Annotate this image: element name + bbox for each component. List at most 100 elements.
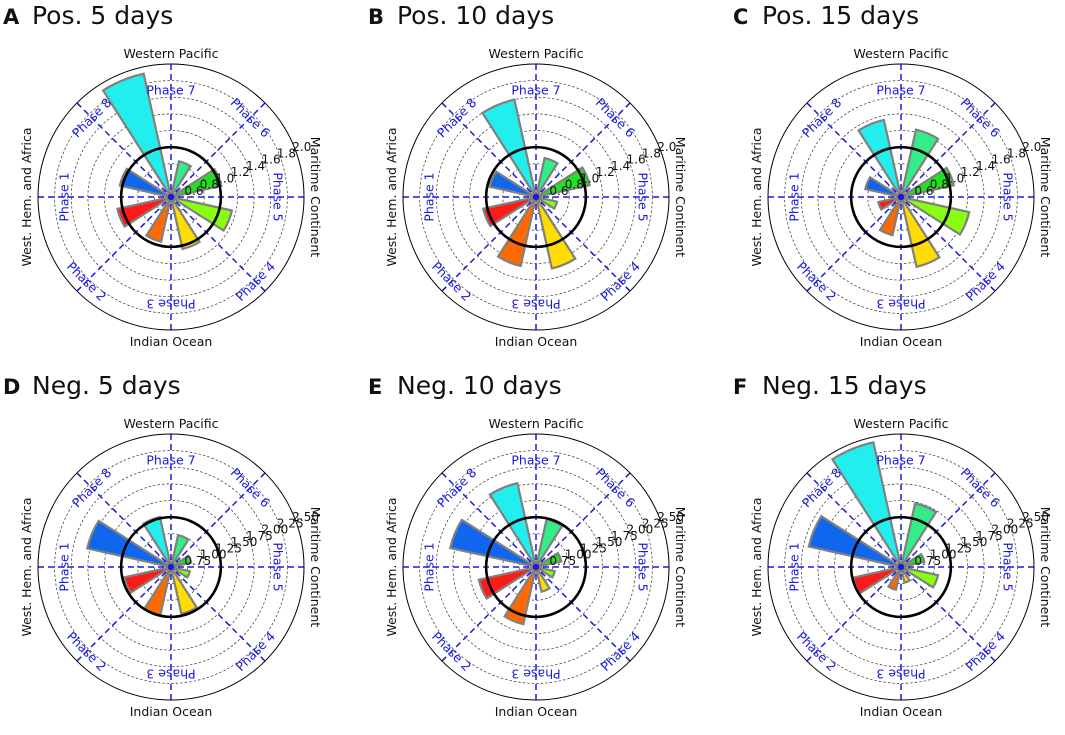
- outer-boundary: [402, 63, 670, 331]
- radial-tick-label: 0.6: [184, 184, 203, 198]
- bar-phase-2: [496, 196, 538, 268]
- reference-circle: [484, 145, 588, 249]
- bar-phase-7: [480, 98, 538, 198]
- direction-label-top: Western Pacific: [489, 416, 584, 431]
- radial-tick-label: 1.75: [611, 529, 638, 543]
- radial-tick-label: 0.8: [930, 178, 949, 192]
- direction-label-right: Maritime Continent: [308, 507, 323, 627]
- radial-tick-label: 1.6: [262, 153, 281, 167]
- radial-tick-label: 0.6: [549, 184, 568, 198]
- panel-letter: A: [3, 5, 20, 29]
- grid-circle: [154, 550, 188, 584]
- grid-circle: [519, 180, 553, 214]
- bar-phase-7: [101, 72, 173, 198]
- direction-label-bottom: Indian Ocean: [130, 704, 213, 719]
- radial-tick-label: 1.8: [642, 146, 661, 160]
- phase-label-1: Phase 1: [57, 542, 72, 591]
- polar-panel-d: D Neg. 5 days 0.751.001.251.501.752.002.25…: [3, 371, 323, 719]
- radial-tick-label: 2.0: [292, 140, 311, 154]
- grid-circle: [834, 130, 968, 264]
- phase-label-7: Phase 7: [876, 453, 925, 468]
- grid-circle: [817, 483, 985, 651]
- direction-label-bottom: Indian Ocean: [130, 334, 213, 349]
- phase-label-5: Phase 5: [270, 172, 285, 221]
- outer-boundary: [767, 433, 1035, 701]
- polar-panel-a: A Pos. 5 days 0.60.81.01.21.41.61.82.0 West…: [3, 1, 323, 349]
- bar-phase-1: [116, 195, 172, 228]
- radial-tick-label: 1.4: [246, 159, 265, 173]
- panel-letter: D: [3, 375, 20, 399]
- bar-phase-2: [886, 566, 903, 592]
- radial-tick-label: 2.00: [992, 523, 1019, 537]
- radial-tick-label: 1.50: [596, 535, 623, 549]
- bar-phase-6: [169, 533, 191, 568]
- grid-circle: [519, 550, 553, 584]
- grid-circle: [104, 130, 238, 264]
- radial-tick-label: 0.6: [914, 184, 933, 198]
- panel-title: Neg. 10 days: [397, 371, 562, 400]
- grid-circle: [469, 500, 603, 634]
- radial-tick-label: 1.2: [961, 165, 980, 179]
- grid-circle: [419, 450, 653, 684]
- phase-label-2: Phase 2: [794, 629, 839, 674]
- bar-phase-4: [535, 195, 559, 211]
- radial-tick-label: 2.00: [262, 523, 289, 537]
- bar-phase-2: [144, 196, 173, 243]
- radial-tick-label: 2.50: [657, 510, 684, 524]
- bar-phase-7: [141, 515, 173, 568]
- phase-label-2: Phase 2: [794, 259, 839, 304]
- radial-tick-label: 2.0: [1022, 140, 1041, 154]
- direction-label-top: Western Pacific: [854, 416, 949, 431]
- bar-phase-4: [900, 565, 940, 589]
- radial-tick-label: 1.6: [992, 153, 1011, 167]
- bar-phase-7: [830, 441, 903, 568]
- reference-circle: [849, 515, 953, 619]
- panel-title: Pos. 5 days: [32, 1, 173, 30]
- panel-letter: F: [733, 375, 747, 399]
- direction-label-left: West. Hem. and Africa: [749, 497, 764, 636]
- outer-boundary: [37, 433, 305, 701]
- radial-tick-label: 1.25: [580, 541, 607, 555]
- phase-label-1: Phase 1: [422, 172, 437, 221]
- phase-label-4: Phase 4: [963, 629, 1008, 674]
- center-marker: [532, 563, 540, 571]
- radial-tick-label: 1.25: [945, 541, 972, 555]
- center-marker: [167, 193, 175, 201]
- phase-label-4: Phase 4: [233, 259, 278, 304]
- bar-phase-1: [876, 195, 902, 212]
- center-marker: [167, 563, 175, 571]
- center-marker: [532, 193, 540, 201]
- phase-label-4: Phase 4: [598, 259, 643, 304]
- phase-label-3: Phase 3: [511, 666, 560, 681]
- bar-phase-8: [807, 514, 902, 569]
- bar-phase-6: [899, 502, 938, 568]
- center-marker: [897, 193, 905, 201]
- polar-panel-e: E Neg. 10 days 0.751.001.251.501.752.002.2…: [368, 371, 688, 719]
- bar-phase-5: [535, 551, 563, 569]
- radial-tick-label: 1.00: [200, 548, 227, 562]
- bar-phase-3: [169, 566, 199, 616]
- grid-circle: [867, 163, 935, 231]
- radial-tick-label: 1.25: [215, 541, 242, 555]
- grid-circle: [817, 113, 985, 281]
- direction-label-top: Western Pacific: [489, 46, 584, 61]
- phase-label-5: Phase 5: [1000, 542, 1015, 591]
- bar-phase-7: [857, 118, 903, 198]
- grid-circle: [784, 450, 1018, 684]
- phase-label-1: Phase 1: [57, 172, 72, 221]
- grid-circle: [884, 180, 918, 214]
- radial-tick-label: 1.0: [945, 171, 964, 185]
- grid-circle: [784, 80, 1018, 314]
- radial-tick-label: 1.75: [246, 529, 273, 543]
- phase-label-3: Phase 3: [876, 666, 925, 681]
- bar-phase-4: [170, 195, 234, 233]
- phase-label-5: Phase 5: [1000, 172, 1015, 221]
- bar-phase-5: [170, 554, 193, 569]
- radial-tick-label: 2.00: [627, 523, 654, 537]
- grid-circle: [137, 163, 205, 231]
- grid-circle: [452, 113, 620, 281]
- polar-panel-c: C Pos. 15 days 0.60.81.01.21.41.61.82.0 Wes…: [733, 1, 1053, 349]
- radial-tick-label: 1.4: [611, 159, 630, 173]
- bar-phase-4: [170, 565, 192, 579]
- radial-tick-label: 2.25: [642, 516, 669, 530]
